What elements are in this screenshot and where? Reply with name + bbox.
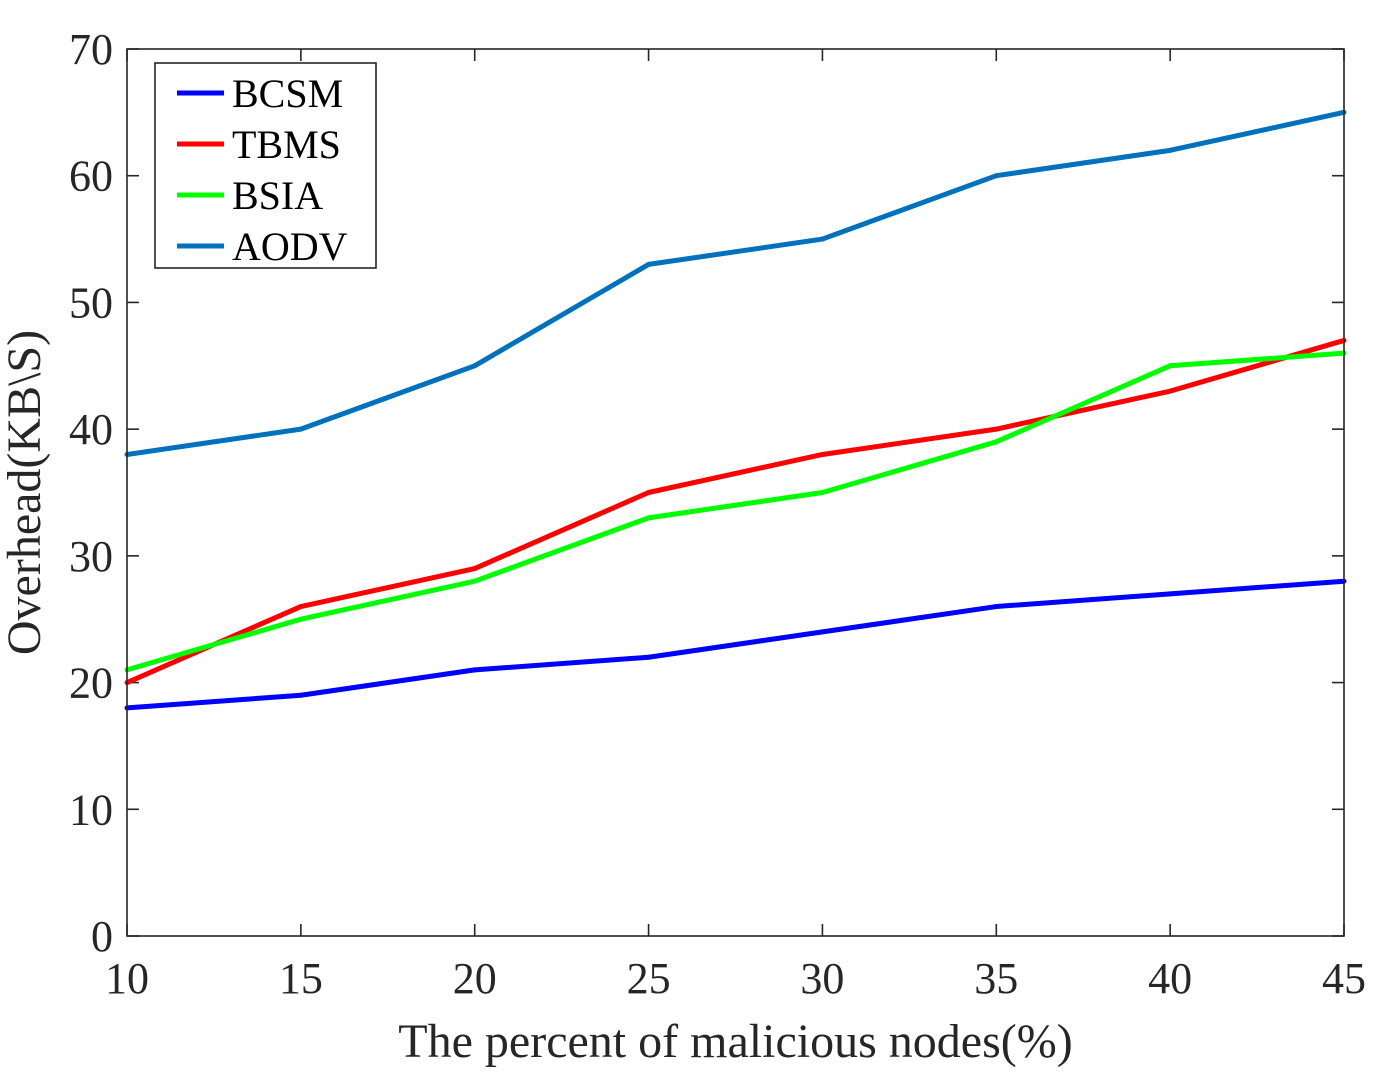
data-point-tbms	[646, 490, 652, 495]
x-tick-label: 30	[800, 954, 844, 1003]
x-tick-label: 25	[627, 954, 671, 1003]
data-point-aodv	[993, 173, 999, 179]
data-point-bsia	[472, 578, 478, 584]
x-tick-label: 20	[453, 954, 497, 1003]
x-tick-label: 10	[105, 954, 149, 1003]
legend-box	[154, 62, 377, 269]
data-point-bcsm	[1167, 591, 1173, 597]
data-point-tbms	[472, 566, 478, 572]
data-point-tbms	[993, 426, 999, 432]
data-point-aodv	[819, 236, 825, 242]
legend-item: TBMS	[177, 122, 341, 167]
legend-item: BSIA	[177, 173, 323, 218]
data-point-aodv	[472, 363, 478, 369]
legend-label: AODV	[232, 224, 348, 269]
legend-label: TBMS	[232, 122, 341, 167]
y-tick-label: 10	[69, 785, 113, 834]
series-line-bcsm	[126, 578, 1345, 711]
y-axis-title: Overhead(KB\S)	[0, 330, 51, 655]
data-point-bsia	[993, 439, 999, 445]
legend-label: BSIA	[232, 173, 323, 218]
data-point-bsia	[646, 515, 652, 521]
series-aodv	[124, 109, 1347, 457]
y-tick-label: 70	[69, 25, 113, 74]
y-tick-label: 60	[69, 152, 113, 201]
x-tick-label: 35	[974, 954, 1018, 1003]
x-tick-label: 45	[1322, 954, 1366, 1003]
plot-area-frame	[126, 48, 1345, 937]
series-line-tbms	[125, 338, 1345, 685]
data-point-aodv	[1167, 147, 1173, 153]
data-point-bcsm	[819, 629, 825, 635]
data-point-bcsm	[298, 692, 304, 698]
data-point-bsia	[1167, 363, 1173, 369]
legend-label: BCSM	[232, 71, 343, 116]
legend: BCSM TBMS BSIA AODV	[154, 62, 377, 269]
y-tick-label: 50	[69, 278, 113, 327]
y-tick-label: 30	[69, 532, 113, 581]
x-tick-label: 40	[1148, 954, 1192, 1003]
data-point-bcsm	[993, 604, 999, 610]
data-point-bcsm	[646, 654, 652, 660]
data-point-bsia	[298, 616, 304, 622]
series-line-bsia	[126, 350, 1345, 673]
data-point-tbms	[1167, 388, 1173, 394]
series-layer	[124, 109, 1347, 711]
x-axis-title: The percent of malicious nodes(%)	[398, 1015, 1072, 1068]
data-point-tbms	[819, 451, 825, 457]
series-line-aodv	[126, 109, 1345, 457]
data-point-aodv	[298, 426, 304, 432]
data-point-aodv	[646, 261, 652, 267]
data-point-tbms	[298, 604, 304, 610]
series-bcsm	[124, 578, 1347, 711]
legend-item: BCSM	[177, 71, 343, 116]
legend-item: AODV	[177, 224, 348, 269]
y-tick-label: 20	[69, 659, 113, 708]
x-tick-label: 15	[279, 954, 323, 1003]
y-tick-label: 0	[91, 912, 113, 961]
data-point-bcsm	[472, 667, 478, 673]
y-tick-label: 40	[69, 405, 113, 454]
data-point-bsia	[819, 490, 825, 495]
